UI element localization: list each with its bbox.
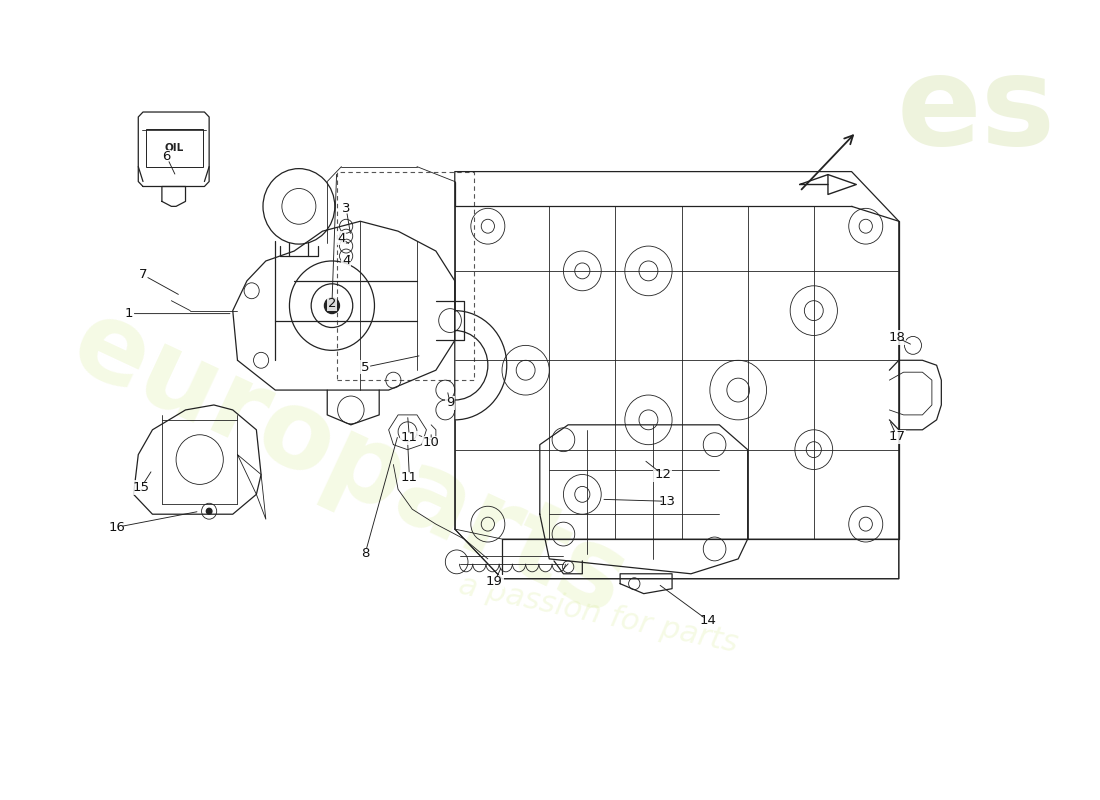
- Bar: [337, 171, 474, 380]
- Text: 9: 9: [446, 397, 454, 410]
- Text: 2: 2: [328, 297, 337, 310]
- Text: 7: 7: [139, 268, 147, 282]
- Text: OIL: OIL: [165, 142, 184, 153]
- Text: 15: 15: [133, 481, 150, 494]
- Text: 8: 8: [361, 547, 370, 561]
- Text: 11: 11: [400, 431, 418, 444]
- Circle shape: [207, 508, 212, 514]
- Text: 5: 5: [361, 361, 370, 374]
- Text: 14: 14: [700, 614, 716, 627]
- Text: 12: 12: [654, 468, 671, 481]
- Bar: [146, 129, 202, 166]
- Text: 13: 13: [659, 494, 675, 508]
- Text: europarts: europarts: [55, 289, 642, 638]
- Text: 11: 11: [400, 471, 418, 484]
- Text: 4: 4: [338, 232, 345, 245]
- Text: 6: 6: [163, 150, 170, 163]
- Text: 10: 10: [422, 436, 440, 450]
- Text: 3: 3: [342, 202, 351, 215]
- Text: 17: 17: [889, 430, 905, 443]
- Text: a passion for parts: a passion for parts: [456, 570, 740, 658]
- Text: 16: 16: [109, 521, 125, 534]
- Text: 4: 4: [342, 254, 350, 267]
- Text: 1: 1: [124, 307, 133, 320]
- Text: 19: 19: [486, 575, 503, 588]
- Circle shape: [324, 298, 340, 314]
- Text: 18: 18: [889, 331, 905, 344]
- Text: es: es: [896, 50, 1056, 171]
